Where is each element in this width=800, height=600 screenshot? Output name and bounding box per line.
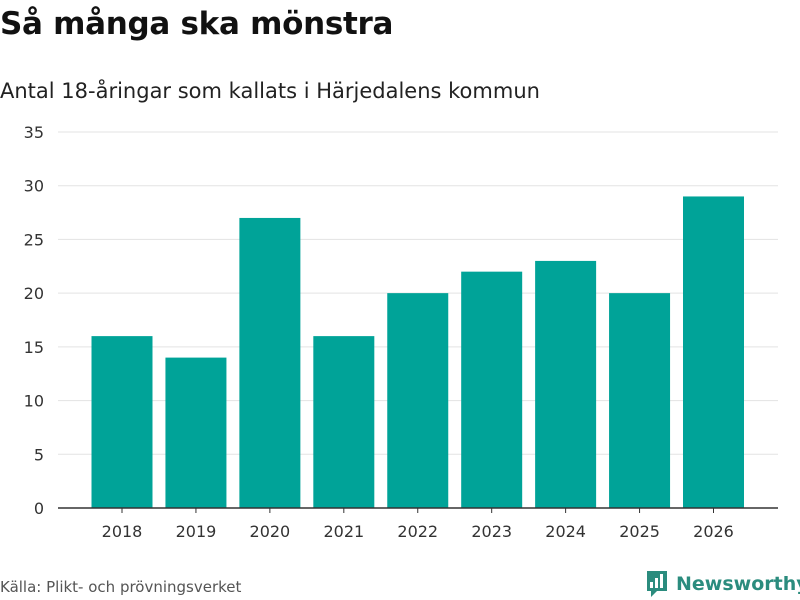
- y-tick-label: 15: [24, 338, 44, 357]
- bar-2019[interactable]: [165, 357, 227, 508]
- bar-2026[interactable]: [683, 196, 744, 508]
- x-tick-label: 2019: [176, 522, 217, 541]
- bar-2022[interactable]: [387, 293, 449, 508]
- bar-2023[interactable]: [461, 271, 523, 508]
- y-tick-label: 35: [24, 123, 44, 142]
- source-note: Källa: Plikt- och prövningsverket: [0, 578, 242, 596]
- x-tick-label: 2024: [545, 522, 586, 541]
- x-tick-label: 2020: [250, 522, 291, 541]
- y-tick-label: 20: [24, 284, 44, 303]
- x-tick-label: 2022: [397, 522, 438, 541]
- x-axis: 2018 2019 2020 2021 2022 2023 2024 2025 2026: [58, 507, 778, 541]
- x-tick-label: 2025: [619, 522, 660, 541]
- bar-2020[interactable]: [239, 217, 301, 508]
- x-tick-label: 2023: [471, 522, 512, 541]
- brand-name: Newsworthy: [676, 573, 800, 595]
- y-tick-label: 5: [34, 445, 44, 464]
- y-tick-label: 10: [24, 392, 44, 411]
- x-tick-label: 2026: [693, 522, 734, 541]
- brand-logo: Newsworthy: [645, 569, 800, 599]
- y-tick-label: 30: [24, 177, 44, 196]
- y-axis: 0 5 10 15 20 25 30 35: [24, 123, 44, 518]
- x-tick-label: 2021: [323, 522, 364, 541]
- x-tick-label: 2018: [102, 522, 143, 541]
- chart-subtitle: Antal 18-åringar som kallats i Härjedale…: [0, 79, 540, 103]
- y-tick-label: 0: [34, 499, 44, 518]
- newsworthy-logo-icon: [647, 571, 667, 597]
- bar-2021[interactable]: [313, 336, 375, 508]
- bar-2024[interactable]: [535, 260, 597, 508]
- bar-2018[interactable]: [91, 336, 153, 508]
- y-tick-label: 25: [24, 230, 44, 249]
- chart-title: Så många ska mönstra: [0, 6, 394, 42]
- bar-2025[interactable]: [609, 293, 671, 508]
- bars: [91, 196, 744, 508]
